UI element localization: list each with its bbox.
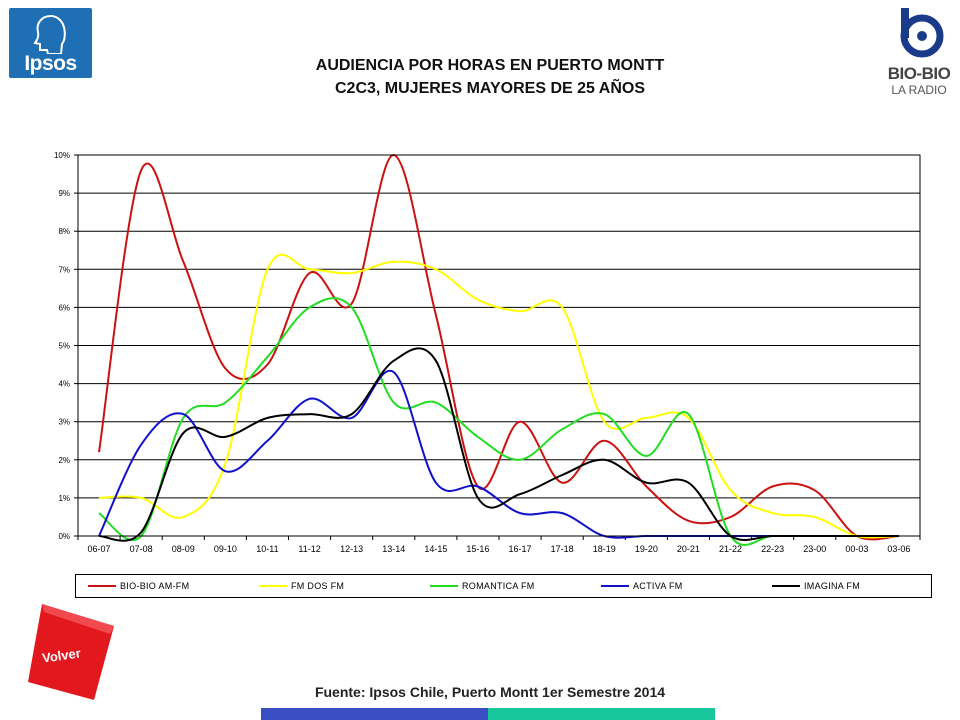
y-tick-label: 4% xyxy=(58,380,70,389)
ipsos-logo: Ipsos xyxy=(9,8,92,78)
x-tick-label: 07-08 xyxy=(130,544,153,554)
x-tick-label: 12-13 xyxy=(340,544,363,554)
audience-line-chart: 0%1%2%3%4%5%6%7%8%9%10% 06-07 07-08 08-09 0… xyxy=(54,151,921,554)
y-tick-label: 9% xyxy=(58,189,70,198)
legend-label: FM DOS FM xyxy=(291,581,345,591)
x-tick-label: 19-20 xyxy=(635,544,658,554)
x-tick-label: 03-06 xyxy=(887,544,910,554)
legend-swatch xyxy=(601,585,629,587)
y-tick-label: 5% xyxy=(58,342,70,351)
x-tick-label: 16-17 xyxy=(509,544,532,554)
legend-item-bio-bio-am-fm: BIO-BIO AM-FM xyxy=(76,581,247,591)
legend-item-imagina-fm: IMAGINA FM xyxy=(760,581,931,591)
y-tick-label: 3% xyxy=(58,418,70,427)
x-tick-label: 14-15 xyxy=(424,544,447,554)
legend-label: ROMANTICA FM xyxy=(462,581,535,591)
y-tick-label: 1% xyxy=(58,494,70,503)
x-tick-label: 08-09 xyxy=(172,544,195,554)
volver-button-shape xyxy=(28,604,114,700)
volver-button[interactable]: Volver xyxy=(28,604,114,700)
footer-band-blue xyxy=(261,708,488,720)
series-line-fm-dos-fm xyxy=(98,253,900,539)
y-axis-ticks: 0% 1% 2% 3% 4% 5% 6% 7% 8% 9% 10% xyxy=(54,151,78,541)
series-line-bio-bio-am-fm xyxy=(98,154,900,541)
y-tick-label: 2% xyxy=(58,456,70,465)
plot-frame xyxy=(77,154,921,537)
legend-swatch xyxy=(259,585,287,587)
x-tick-label: 13-14 xyxy=(382,544,405,554)
legend-label: IMAGINA FM xyxy=(804,581,861,591)
series-line-romantica-fm xyxy=(98,297,899,546)
chart-title-line1: AUDIENCIA POR HORAS EN PUERTO MONTT xyxy=(315,57,665,74)
biobio-emblem-icon xyxy=(900,8,944,58)
legend-label: ACTIVA FM xyxy=(633,581,683,591)
biobio-wordmark: BIO-BIO xyxy=(887,64,951,83)
x-tick-label: 00-03 xyxy=(845,544,868,554)
ipsos-wordmark: Ipsos xyxy=(24,52,77,75)
legend-swatch xyxy=(772,585,800,587)
x-tick-label: 20-21 xyxy=(677,544,700,554)
legend-item-activa-fm: ACTIVA FM xyxy=(589,581,760,591)
legend-item-fm-dos-fm: FM DOS FM xyxy=(247,581,418,591)
footer-band-green xyxy=(488,708,715,720)
x-tick-label: 10-11 xyxy=(256,544,278,554)
y-tick-label: 6% xyxy=(58,303,70,312)
legend-swatch xyxy=(88,585,116,587)
legend-item-romantica-fm: ROMANTICA FM xyxy=(418,581,589,591)
grid-lines xyxy=(78,154,920,537)
x-axis-ticks: 06-07 07-08 08-09 09-10 10-11 11-12 12-13 13-14… xyxy=(77,536,921,554)
chart-title-line2: C2C3, MUJERES MAYORES DE 25 AÑOS xyxy=(334,80,645,97)
y-tick-label: 7% xyxy=(58,265,70,274)
series-lines xyxy=(98,154,900,546)
y-tick-label: 0% xyxy=(58,532,70,541)
legend-label: BIO-BIO AM-FM xyxy=(120,581,190,591)
x-tick-label: 15-16 xyxy=(466,544,489,554)
ipsos-head-icon xyxy=(33,14,66,54)
chart-legend: BIO-BIO AM-FM FM DOS FM ROMANTICA FM ACTIVA… xyxy=(75,574,932,598)
biobio-tagline: LA RADIO xyxy=(891,83,947,97)
y-tick-label: 8% xyxy=(58,227,70,236)
x-tick-label: 09-10 xyxy=(214,544,237,554)
legend-swatch xyxy=(430,585,458,587)
x-tick-label: 17-18 xyxy=(551,544,574,554)
x-tick-label: 11-12 xyxy=(298,544,320,554)
y-tick-label: 10% xyxy=(54,151,70,160)
x-tick-label: 22-23 xyxy=(761,544,784,554)
source-note: Fuente: Ipsos Chile, Puerto Montt 1er Se… xyxy=(314,684,666,700)
x-tick-label: 21-22 xyxy=(719,544,742,554)
x-tick-label: 23-00 xyxy=(803,544,826,554)
series-line-activa-fm xyxy=(98,369,899,539)
x-tick-label: 18-19 xyxy=(593,544,616,554)
biobio-logo: BIO-BIO LA RADIO xyxy=(884,6,954,98)
x-tick-label: 06-07 xyxy=(88,544,111,554)
series-line-imagina-fm xyxy=(98,347,899,542)
